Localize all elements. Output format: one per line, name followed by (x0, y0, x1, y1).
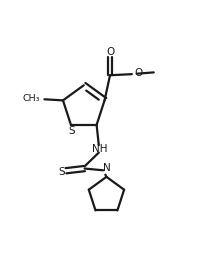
Text: S: S (59, 167, 65, 177)
Text: O: O (134, 68, 143, 78)
Text: S: S (69, 126, 75, 136)
Text: N: N (103, 163, 110, 173)
Text: O: O (106, 47, 114, 57)
Text: CH₃: CH₃ (23, 94, 40, 103)
Text: NH: NH (92, 144, 108, 154)
